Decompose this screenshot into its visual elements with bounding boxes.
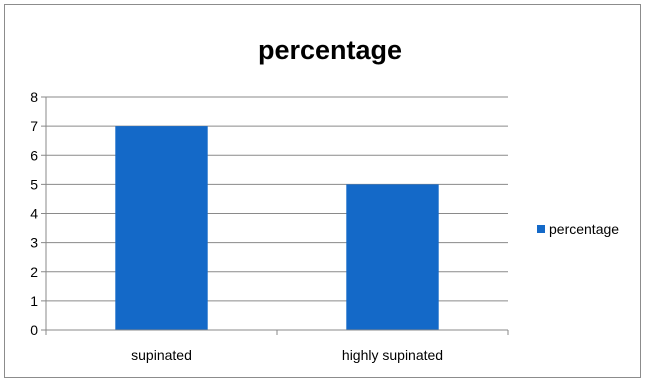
x-tick-label: supinated <box>131 347 192 363</box>
bar-supinated <box>115 126 208 330</box>
y-tick-label: 5 <box>30 176 38 192</box>
chart-title: percentage <box>258 35 402 65</box>
chart-frame <box>4 4 641 378</box>
y-tick-label: 0 <box>30 322 38 338</box>
y-tick-label: 3 <box>30 235 38 251</box>
bar-highly-supinated <box>346 184 439 330</box>
y-tick-label: 7 <box>30 118 38 134</box>
y-tick-label: 6 <box>30 147 38 163</box>
y-tick-label: 8 <box>30 89 38 105</box>
legend-swatch <box>537 225 545 233</box>
y-tick-label: 1 <box>30 293 38 309</box>
y-axis-ticks: 0 1 2 3 4 5 6 7 8 <box>30 89 46 338</box>
legend-label: percentage <box>549 221 619 237</box>
bars <box>115 126 439 330</box>
legend: percentage <box>537 221 619 237</box>
y-tick-label: 4 <box>30 206 38 222</box>
x-axis-ticks: supinated highly supinated <box>45 330 509 363</box>
y-tick-label: 2 <box>30 264 38 280</box>
x-tick-label: highly supinated <box>342 347 443 363</box>
